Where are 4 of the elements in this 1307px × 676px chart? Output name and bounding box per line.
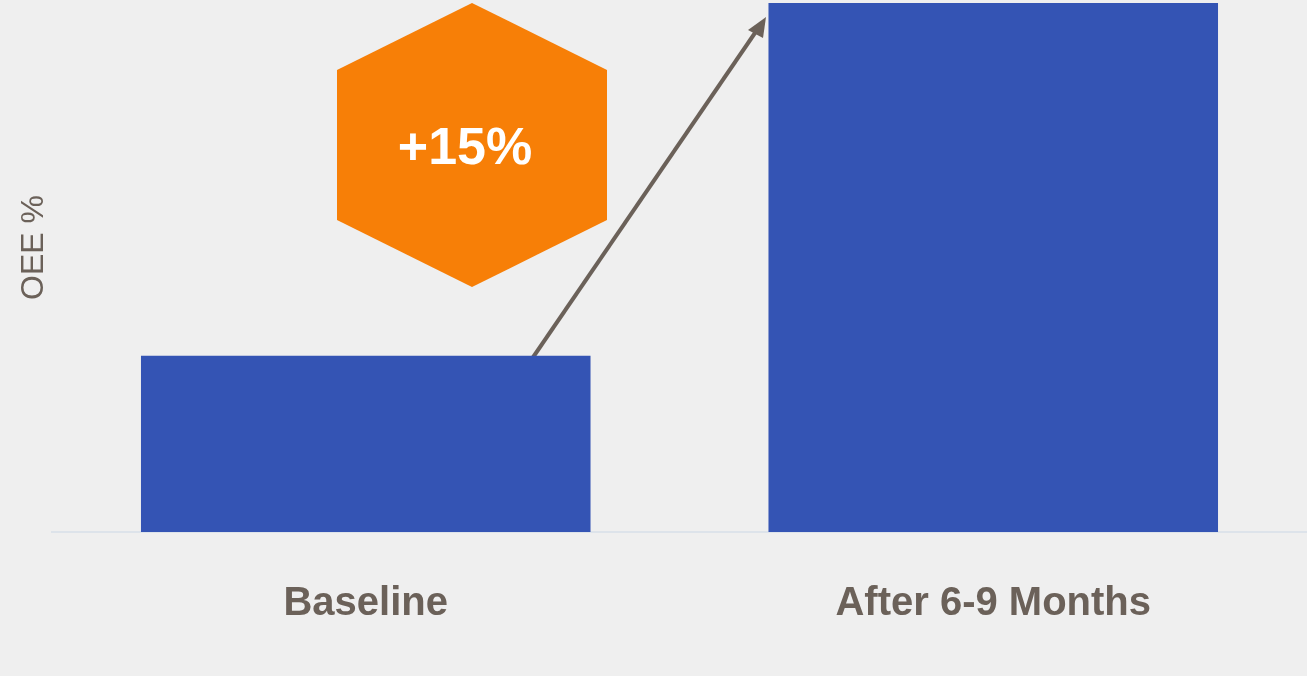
annotation: +15% xyxy=(397,117,533,176)
x-tick-label: After 6-9 Months xyxy=(835,579,1152,624)
x-tick-label: Baseline xyxy=(283,579,449,624)
y-axis-title: OEE % xyxy=(13,195,50,300)
